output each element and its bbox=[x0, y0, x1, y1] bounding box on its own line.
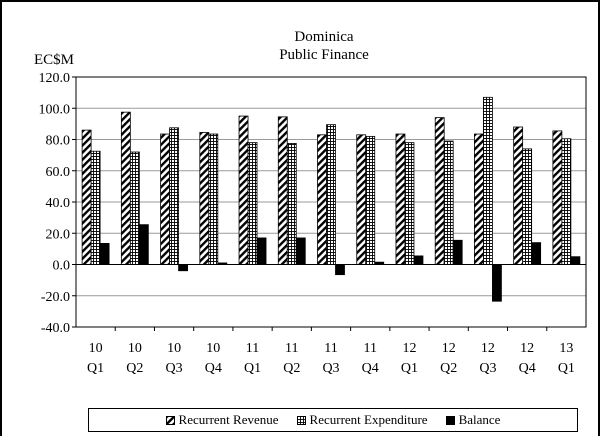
bar-recurrent-revenue bbox=[552, 130, 563, 265]
legend-item-balance: Balance bbox=[445, 412, 501, 428]
bar-balance bbox=[570, 256, 581, 265]
bar-recurrent-expenditure bbox=[561, 138, 572, 265]
x-tick-label-quarter: Q4 bbox=[362, 361, 379, 376]
bar-recurrent-expenditure bbox=[404, 142, 415, 265]
x-tick-label-quarter: Q1 bbox=[558, 361, 575, 376]
bar-recurrent-expenditure bbox=[365, 135, 376, 265]
bar-recurrent-revenue bbox=[434, 117, 445, 265]
y-tick-label: -20.0 bbox=[41, 290, 70, 305]
bar-recurrent-expenditure bbox=[443, 140, 454, 265]
bar-balance bbox=[413, 255, 424, 265]
y-tick-label: -40.0 bbox=[41, 321, 70, 336]
chart-subtitle: Public Finance bbox=[279, 47, 369, 63]
x-tick-label-quarter: Q1 bbox=[244, 361, 261, 376]
bars bbox=[81, 96, 581, 302]
bar-recurrent-expenditure bbox=[90, 150, 101, 265]
chart-title: Dominica bbox=[294, 29, 353, 45]
legend-label: Balance bbox=[458, 412, 501, 427]
plot-area-border bbox=[75, 76, 587, 328]
legend-item-recurrent-expenditure: Recurrent Expenditure bbox=[296, 412, 428, 428]
x-tick-label-year: 10 bbox=[167, 341, 181, 356]
legend-label: Recurrent Expenditure bbox=[309, 412, 428, 427]
bar-recurrent-revenue bbox=[474, 133, 484, 265]
x-tick-label-quarter: Q1 bbox=[401, 361, 418, 376]
bar-recurrent-expenditure bbox=[169, 127, 179, 265]
x-tick-label-year: 10 bbox=[89, 341, 103, 356]
x-tick-label-year: 11 bbox=[246, 341, 259, 356]
x-tick-label-year: 12 bbox=[442, 341, 456, 356]
bar-balance bbox=[335, 264, 345, 276]
bar-recurrent-expenditure bbox=[483, 96, 493, 265]
x-tick-label-quarter: Q4 bbox=[205, 361, 222, 376]
bar-recurrent-expenditure bbox=[129, 151, 140, 265]
bar-balance bbox=[99, 243, 110, 265]
y-tick-label: 120.0 bbox=[39, 71, 71, 86]
x-tick-label-year: 11 bbox=[285, 341, 298, 356]
legend-label: Recurrent Revenue bbox=[178, 412, 279, 427]
legend-swatch-solid bbox=[445, 415, 455, 425]
y-tick-label: 0.0 bbox=[53, 259, 71, 274]
y-tick-label: 20.0 bbox=[46, 227, 71, 242]
bar-recurrent-revenue bbox=[160, 133, 170, 265]
x-tick-label-year: 12 bbox=[520, 341, 534, 356]
y-tick-label: 40.0 bbox=[46, 196, 71, 211]
y-tick-label: 80.0 bbox=[46, 134, 71, 149]
bar-recurrent-revenue bbox=[395, 133, 406, 265]
x-tick-label-quarter: Q2 bbox=[126, 361, 143, 376]
bar-recurrent-revenue bbox=[317, 134, 327, 265]
bar-balance bbox=[531, 242, 542, 265]
x-tick-label-year: 10 bbox=[206, 341, 220, 356]
bar-recurrent-revenue bbox=[120, 111, 131, 265]
x-tick-label-year: 11 bbox=[363, 341, 376, 356]
x-tick-label-year: 13 bbox=[559, 341, 573, 356]
y-axis-tick-labels: -40.0 -20.0 0.0 20.0 40.0 60.0 80.0 100.0 120.0 bbox=[39, 71, 76, 336]
bar-recurrent-revenue bbox=[356, 134, 367, 265]
x-tick-label-year: 10 bbox=[128, 341, 142, 356]
x-axis-tick-labels: 10 Q1 10 Q2 10 Q3 10 Q4 11 Q1 11 Q2 11 Q3 11 Q4 12 Q1 12 Q2… bbox=[87, 327, 575, 376]
legend-item-recurrent-revenue: Recurrent Revenue bbox=[165, 412, 279, 428]
x-tick-label-quarter: Q2 bbox=[283, 361, 300, 376]
bar-balance bbox=[178, 264, 188, 272]
x-tick-label-year: 12 bbox=[481, 341, 495, 356]
bar-recurrent-revenue bbox=[81, 129, 92, 265]
x-tick-label-quarter: Q3 bbox=[479, 361, 496, 376]
bar-recurrent-revenue bbox=[513, 126, 524, 265]
x-tick-label-quarter: Q4 bbox=[519, 361, 536, 376]
legend: Recurrent Revenue Recurrent Expenditure … bbox=[88, 408, 578, 432]
bar-recurrent-expenditure bbox=[286, 143, 297, 265]
legend-swatch-diagonal bbox=[165, 415, 175, 425]
y-axis-label: EC$M bbox=[34, 52, 74, 68]
bar-recurrent-revenue bbox=[277, 116, 288, 265]
bar-recurrent-expenditure bbox=[326, 124, 336, 265]
bar-balance bbox=[452, 239, 463, 265]
bar-balance bbox=[492, 264, 502, 302]
bar-recurrent-revenue bbox=[199, 132, 210, 265]
x-tick-label-year: 12 bbox=[402, 341, 416, 356]
bar-recurrent-expenditure bbox=[247, 142, 258, 265]
bar-recurrent-expenditure bbox=[208, 133, 219, 265]
bar-recurrent-expenditure bbox=[522, 148, 533, 265]
x-tick-label-quarter: Q1 bbox=[87, 361, 104, 376]
bar-balance bbox=[295, 237, 306, 265]
bar-recurrent-revenue bbox=[238, 115, 249, 265]
y-tick-label: 60.0 bbox=[46, 165, 71, 180]
y-tick-label: 100.0 bbox=[39, 102, 71, 117]
x-tick-label-quarter: Q3 bbox=[322, 361, 339, 376]
x-tick-label-quarter: Q2 bbox=[440, 361, 457, 376]
legend-swatch-grid bbox=[296, 415, 306, 425]
bar-balance bbox=[256, 237, 267, 265]
x-tick-label-year: 11 bbox=[324, 341, 337, 356]
x-tick-label-quarter: Q3 bbox=[166, 361, 183, 376]
bar-balance bbox=[138, 224, 149, 265]
